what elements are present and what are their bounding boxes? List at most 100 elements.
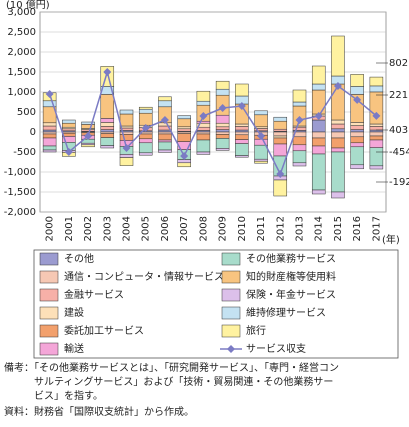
legend-label: その他業務サービス xyxy=(246,252,336,265)
bar-segment xyxy=(42,122,57,127)
bar-segment xyxy=(331,131,345,139)
bar-segment xyxy=(215,114,230,124)
note: サルティングサービス」および「技術・貿易関連・その他業務サー xyxy=(4,375,333,388)
bar-segment xyxy=(331,35,345,77)
legend-label: 輸送 xyxy=(64,342,84,355)
bar-segment xyxy=(215,126,230,130)
legend-swatch xyxy=(221,306,241,320)
bar-segment xyxy=(350,86,364,95)
balance-marker xyxy=(295,116,304,124)
bar-segment xyxy=(311,153,326,191)
bar-segment xyxy=(331,151,345,193)
bar-segment xyxy=(100,137,115,146)
balance-marker xyxy=(180,152,189,160)
bar-segment xyxy=(369,135,384,141)
legend-swatch xyxy=(39,306,59,320)
legend-label: サービス収支 xyxy=(246,343,306,355)
annotation: 221 xyxy=(389,90,408,101)
bar-segment xyxy=(158,149,172,153)
bar-segment xyxy=(350,131,364,138)
bar-segment xyxy=(273,179,288,197)
x-tick-label: 2015 xyxy=(333,216,344,241)
bar-segment xyxy=(369,85,384,93)
bar-segment xyxy=(62,128,76,132)
bar-segment xyxy=(350,74,364,87)
bar-segment xyxy=(138,152,153,156)
bar-segment xyxy=(292,126,307,131)
annotation: 802 xyxy=(389,58,408,69)
bar-segment xyxy=(215,131,230,135)
bar-segment xyxy=(100,94,115,119)
bar-segment xyxy=(350,146,364,166)
bar-segment xyxy=(235,131,249,136)
x-tick-label: 2003 xyxy=(102,216,113,241)
bar-segment xyxy=(350,129,364,133)
bar-segment xyxy=(81,144,95,148)
x-tick-label: 2011 xyxy=(256,216,267,241)
bar-segment xyxy=(273,135,288,139)
legend-swatch xyxy=(39,270,59,284)
bar-segment xyxy=(196,133,211,141)
x-tick-label: 2016 xyxy=(352,216,363,241)
legend-swatch xyxy=(221,252,241,266)
bar-segment xyxy=(311,145,326,155)
x-tick-label: 2008 xyxy=(198,216,209,241)
x-tick-label: 2000 xyxy=(45,216,56,241)
bar-segment xyxy=(196,151,211,155)
x-tick-label: 2017 xyxy=(371,216,382,241)
bar-segment xyxy=(119,113,134,127)
bar-segment xyxy=(177,162,191,168)
bar-segment xyxy=(273,120,288,130)
bar-segment xyxy=(311,65,326,85)
bar-segment xyxy=(81,124,95,129)
balance-marker xyxy=(122,144,131,152)
balance-marker xyxy=(333,82,342,90)
y-tick-label: 500 xyxy=(17,107,36,118)
bar-segment xyxy=(215,129,230,133)
bar-segment xyxy=(158,141,172,151)
bar-segment xyxy=(369,147,384,167)
bar-segment xyxy=(81,121,95,125)
legend-swatch xyxy=(39,324,59,338)
annotation: -454 xyxy=(389,147,409,158)
x-tick-label: 2012 xyxy=(275,216,286,241)
bar-segment xyxy=(138,112,153,126)
bar-segment xyxy=(254,144,268,160)
bar-segment xyxy=(350,164,364,170)
y-tick-label: 3,000 xyxy=(7,7,36,18)
bar-segment xyxy=(311,137,326,147)
bar-segment xyxy=(292,89,307,103)
bar-segment xyxy=(177,133,191,142)
bar-segment xyxy=(369,139,384,148)
balance-marker xyxy=(276,170,285,178)
bar-segment xyxy=(235,139,249,144)
bar-segment xyxy=(177,159,191,164)
bar-segment xyxy=(100,122,115,127)
bar-segment xyxy=(119,157,134,166)
bar-segment xyxy=(273,131,288,137)
bar-segment xyxy=(273,128,288,132)
legend-swatch xyxy=(39,288,59,302)
bar-segment xyxy=(42,145,57,151)
bar-segment xyxy=(292,150,307,164)
legend-swatch xyxy=(221,324,241,338)
balance-marker xyxy=(372,111,381,120)
bar-segment xyxy=(235,126,249,131)
note: ビス」を指す。 xyxy=(4,389,103,402)
y-tick-label: -1,000 xyxy=(4,167,36,178)
balance-marker xyxy=(141,124,150,132)
bar-segment xyxy=(350,125,364,130)
bar-segment xyxy=(369,131,384,137)
legend-label: 維持修理サービス xyxy=(246,306,326,319)
bar-segment xyxy=(158,96,172,102)
bar-segment xyxy=(138,106,153,110)
balance-marker xyxy=(160,116,169,124)
bar-segment xyxy=(235,83,249,97)
bar-segment xyxy=(100,129,115,133)
bar-segment xyxy=(215,80,230,90)
balance-marker xyxy=(84,132,93,140)
legend-swatch xyxy=(39,252,59,266)
bar-segment xyxy=(177,118,191,128)
bar-segment xyxy=(331,123,345,130)
bar-segment xyxy=(215,134,230,139)
